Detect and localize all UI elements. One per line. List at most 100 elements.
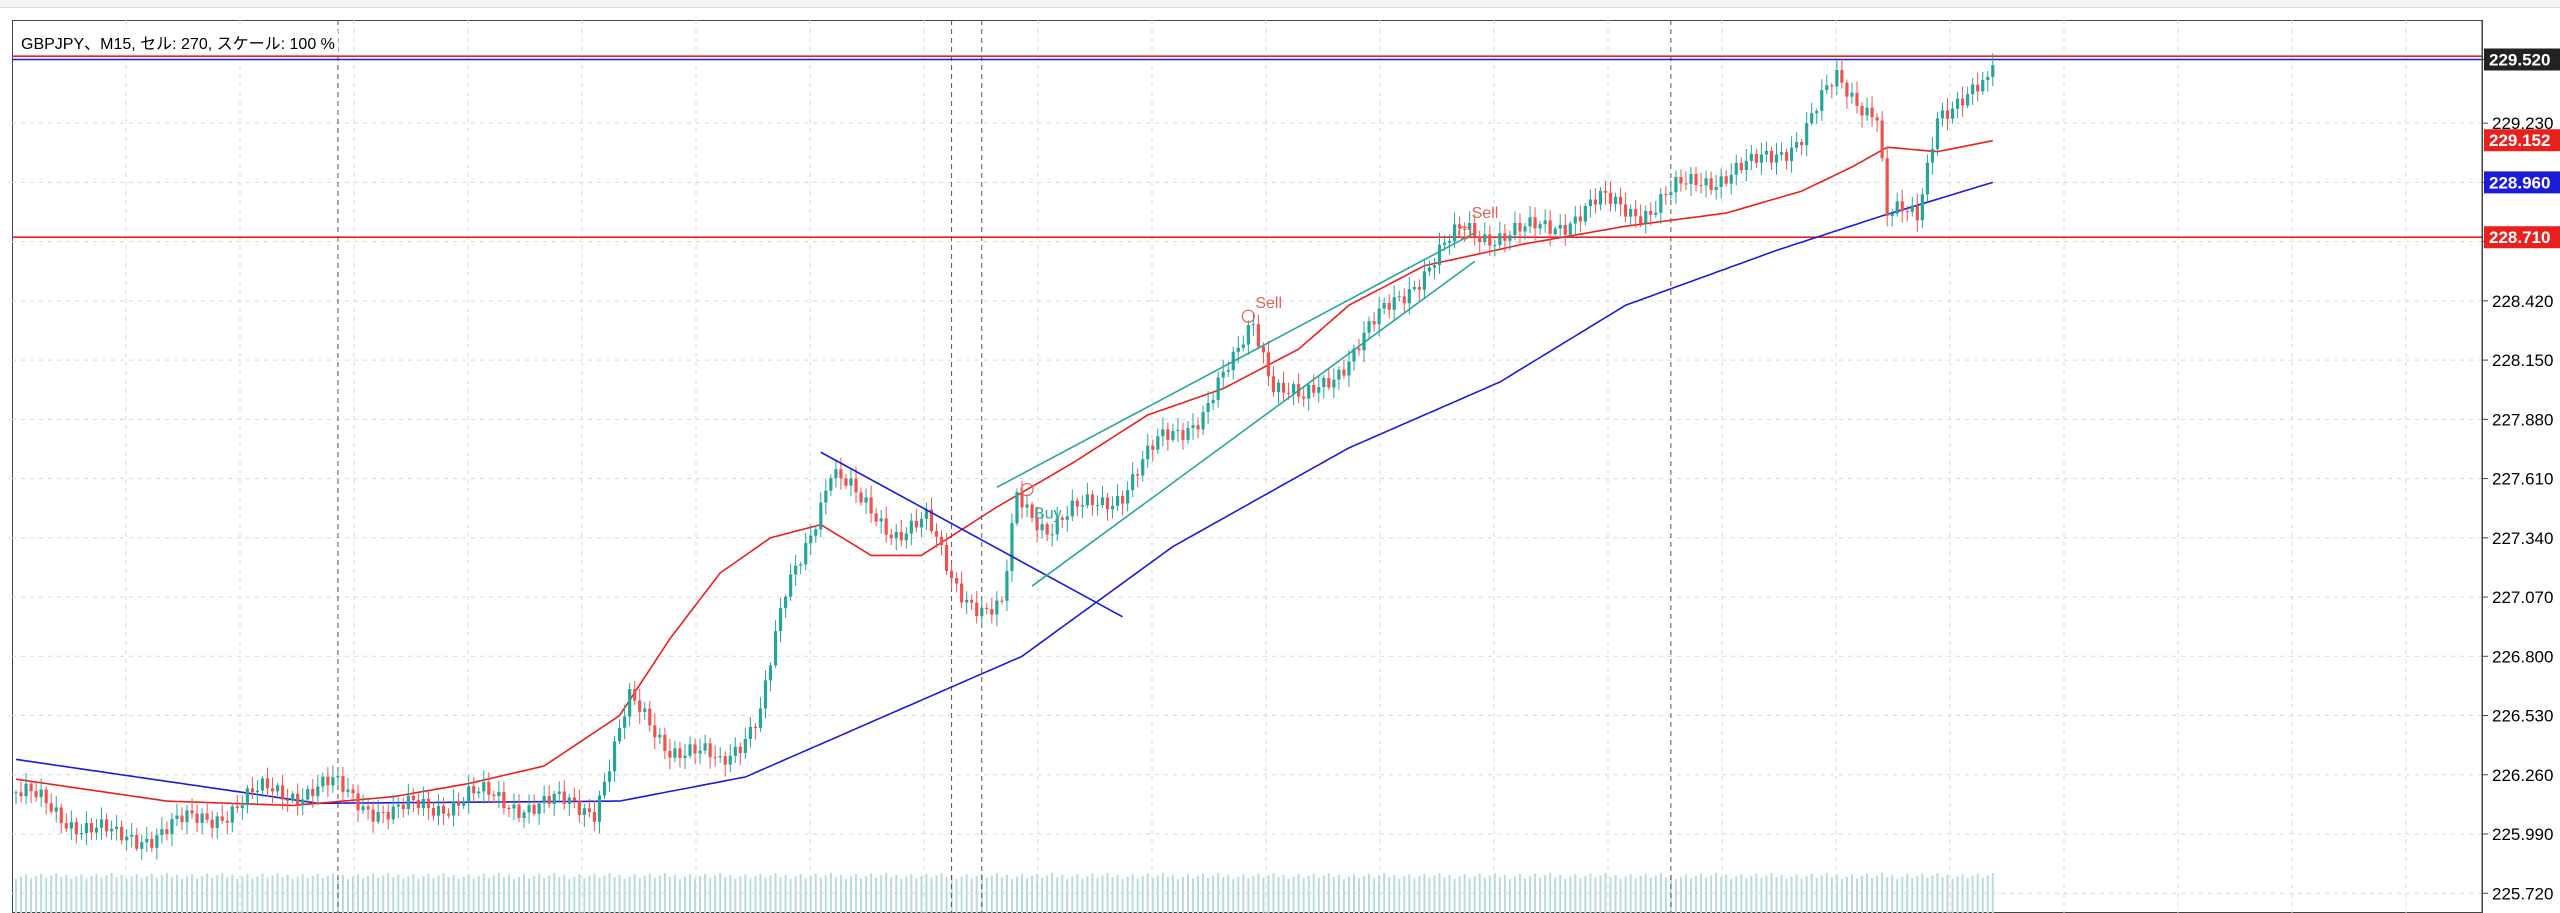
candle-bull xyxy=(809,535,813,544)
candle-bull xyxy=(1644,210,1648,224)
candle-bull xyxy=(1347,361,1351,376)
candle-bear xyxy=(633,689,637,701)
candle-bull xyxy=(1981,79,1985,92)
candle-bear xyxy=(1961,98,1965,106)
candle-bull xyxy=(1508,235,1512,241)
price-axis-label: 225.990 xyxy=(2492,825,2553,844)
candle-bull xyxy=(1115,495,1120,506)
candle-bear xyxy=(648,708,652,726)
candle-bull xyxy=(1412,287,1416,290)
candle-bear xyxy=(401,804,405,810)
candle-bull xyxy=(658,734,662,738)
candle-bear xyxy=(1196,425,1200,430)
candle-bull xyxy=(618,727,622,742)
candle-bear xyxy=(487,782,491,795)
candle-bear xyxy=(195,813,199,823)
candle-bull xyxy=(824,490,828,503)
candle-bull xyxy=(607,771,612,782)
candle-bull xyxy=(140,842,144,849)
candle-bull xyxy=(467,786,471,802)
candle-bull xyxy=(1498,233,1502,245)
candle-bull xyxy=(1292,384,1296,394)
candle-bull xyxy=(1226,370,1230,372)
candle-bull xyxy=(1895,201,1899,214)
candle-bear xyxy=(572,797,576,801)
candle-bull xyxy=(1221,371,1225,378)
candle-bear xyxy=(1684,183,1688,185)
candle-bear xyxy=(1870,107,1874,118)
price-axis-label: 226.260 xyxy=(2492,766,2553,785)
candle-bear xyxy=(1518,223,1522,232)
candle-bull xyxy=(1141,459,1145,476)
candle-bear xyxy=(1000,600,1004,602)
candle-bull xyxy=(1513,223,1517,236)
candle-bear xyxy=(1151,445,1155,450)
candle-bull xyxy=(1940,110,1945,119)
candle-bear xyxy=(708,743,712,758)
candle-bear xyxy=(1261,346,1266,353)
candle-bull xyxy=(552,793,556,805)
candle-bull xyxy=(582,808,586,815)
candle-bull xyxy=(1427,267,1432,272)
candle-bear xyxy=(1035,517,1039,531)
candle-bear xyxy=(1548,220,1552,235)
candle-bear xyxy=(663,734,667,751)
candle-bull xyxy=(321,776,325,787)
candle-bear xyxy=(225,820,229,823)
candle-bull xyxy=(477,791,481,794)
chart-canvas[interactable]: Buy Sell Sell 225.720 225.990 226.260 226.530… xyxy=(12,20,2560,913)
candle-bear xyxy=(1860,105,1864,116)
candle-bear xyxy=(120,826,124,841)
candle-bull xyxy=(331,777,335,786)
candle-bull xyxy=(804,543,808,565)
candle-bull xyxy=(291,793,295,801)
candle-bull xyxy=(301,799,305,805)
candle-bear xyxy=(693,744,697,754)
price-tag xyxy=(2484,129,2560,152)
candle-bull xyxy=(1447,240,1452,243)
candle-bull xyxy=(462,801,466,806)
candle-bear xyxy=(1875,117,1879,121)
candle-bull xyxy=(1070,500,1074,517)
price-axis-label: 228.420 xyxy=(2492,292,2553,311)
candle-bear xyxy=(955,578,959,584)
candle-bull xyxy=(1890,213,1894,216)
candle-bear xyxy=(1266,352,1271,377)
trendline xyxy=(820,451,1123,618)
trade-marker-sell xyxy=(1241,309,1255,323)
candle-bear xyxy=(431,808,436,816)
candle-bull xyxy=(773,631,778,666)
chart-window[interactable]: Buy Sell Sell 225.720 225.990 226.260 226.530… xyxy=(12,20,2560,913)
candle-bull xyxy=(275,785,280,792)
candle-bear xyxy=(587,808,592,813)
candle-bear xyxy=(1075,500,1079,507)
candle-bull xyxy=(336,775,340,778)
candle-bull xyxy=(346,789,350,792)
candle-bear xyxy=(1578,216,1582,222)
candle-bull xyxy=(1930,149,1935,163)
candle-bear xyxy=(386,812,390,820)
candle-bull xyxy=(1719,176,1723,187)
candle-bull xyxy=(1850,92,1854,97)
candle-bear xyxy=(1915,205,1919,221)
price-axis-label: 227.070 xyxy=(2492,588,2553,607)
candle-bull xyxy=(185,810,189,823)
candle-bear xyxy=(426,798,431,809)
candle-bull xyxy=(1573,216,1577,224)
candle-bull xyxy=(1246,325,1250,345)
candle-bear xyxy=(723,756,727,765)
candle-bull xyxy=(54,807,58,812)
candle-bull xyxy=(1689,173,1693,184)
candle-bear xyxy=(914,520,918,528)
candle-bull xyxy=(1820,90,1824,111)
candle-bull xyxy=(602,781,607,796)
candle-bull xyxy=(965,599,969,603)
candle-bear xyxy=(1045,524,1049,535)
candle-bull xyxy=(14,792,18,794)
candle-bear xyxy=(1402,296,1406,304)
candle-bull xyxy=(703,743,707,751)
trade-marker-buy xyxy=(1020,482,1034,497)
candle-bull xyxy=(1382,302,1386,309)
candle-bear xyxy=(985,607,989,609)
candle-bear xyxy=(1503,233,1507,241)
